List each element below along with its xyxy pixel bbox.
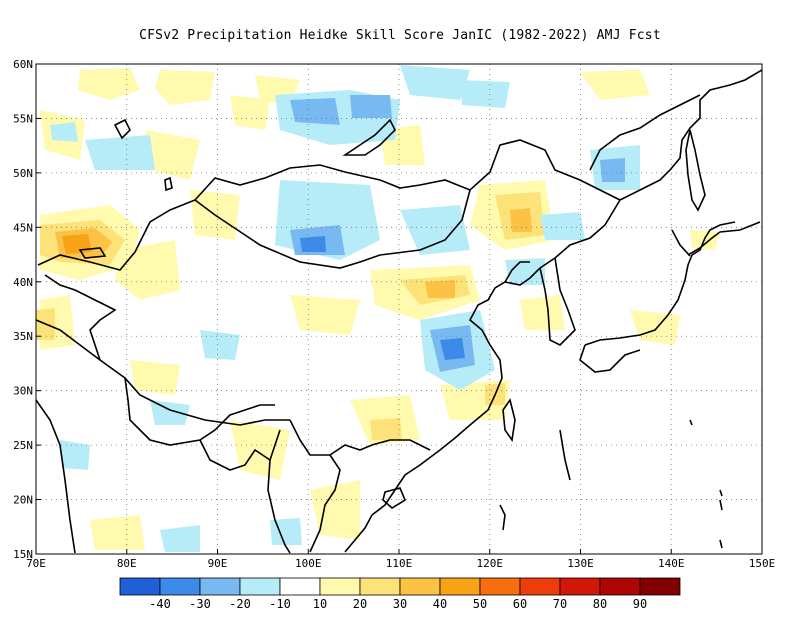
- colorbar-label: 10: [313, 597, 327, 611]
- colorbar-swatch: [639, 577, 681, 596]
- colorbar-label: 40: [433, 597, 447, 611]
- colorbar-label: -40: [149, 597, 171, 611]
- colorbar-label: -20: [229, 597, 251, 611]
- lon-tick-label: 100E: [295, 557, 322, 570]
- map-title: CFSv2 Precipitation Heidke Skill Score J…: [139, 28, 661, 43]
- lat-tick-label: 40N: [13, 276, 33, 289]
- colorbar-label: -30: [189, 597, 211, 611]
- lat-tick-label: 20N: [13, 494, 33, 507]
- colorbar-swatch: [559, 577, 601, 596]
- colorbar-label: 90: [633, 597, 647, 611]
- colorbar-swatch: [599, 577, 641, 596]
- colorbar-label: 70: [553, 597, 567, 611]
- colorbar-swatch: [279, 577, 321, 596]
- colorbar-swatch: [159, 577, 201, 596]
- lon-tick-label: 80E: [117, 557, 137, 570]
- lon-tick-label: 150E: [749, 557, 776, 570]
- colorbar-swatch: [199, 577, 241, 596]
- lon-tick-label: 90E: [208, 557, 228, 570]
- colorbar-swatch: [359, 577, 401, 596]
- lat-tick-label: 15N: [13, 548, 33, 561]
- skill-shading: [36, 65, 720, 552]
- lat-tick-label: 55N: [13, 112, 33, 125]
- lon-tick-label: 120E: [477, 557, 504, 570]
- lat-tick-label: 30N: [13, 385, 33, 398]
- colorbar-swatch: [119, 577, 161, 596]
- latitude-labels: 15N 20N 25N 30N 35N 40N 45N 50N 55N 60N: [13, 58, 41, 561]
- colorbar-swatch: [319, 577, 361, 596]
- colorbar-label: 60: [513, 597, 527, 611]
- lat-tick-label: 25N: [13, 439, 33, 452]
- lon-tick-label: 140E: [658, 557, 685, 570]
- colorbar-swatch: [239, 577, 281, 596]
- colorbar-label: 30: [393, 597, 407, 611]
- map-gridlines: [36, 64, 762, 554]
- lat-tick-label: 50N: [13, 167, 33, 180]
- lon-tick-label: 130E: [567, 557, 594, 570]
- colorbar-label: 20: [353, 597, 367, 611]
- colorbar-label: 50: [473, 597, 487, 611]
- colorbar-swatch: [519, 577, 561, 596]
- colorbar-swatch: [439, 577, 481, 596]
- lat-tick-label: 35N: [13, 330, 33, 343]
- lat-tick-label: 60N: [13, 58, 33, 71]
- colorbar-swatch: [399, 577, 441, 596]
- lon-tick-label: 70E: [26, 557, 46, 570]
- coastline-borders: [36, 69, 762, 554]
- colorbar-swatch: [479, 577, 521, 596]
- lon-tick-label: 110E: [386, 557, 413, 570]
- longitude-labels: 70E 80E 90E 100E 110E 120E 130E 140E 150E: [26, 549, 775, 570]
- lat-tick-label: 45N: [13, 221, 33, 234]
- colorbar-label: -10: [269, 597, 291, 611]
- colorbar-label: 80: [593, 597, 607, 611]
- colorbar: -40 -30 -20 -10 10 20 30 40 50 60 70 80 90: [119, 577, 681, 611]
